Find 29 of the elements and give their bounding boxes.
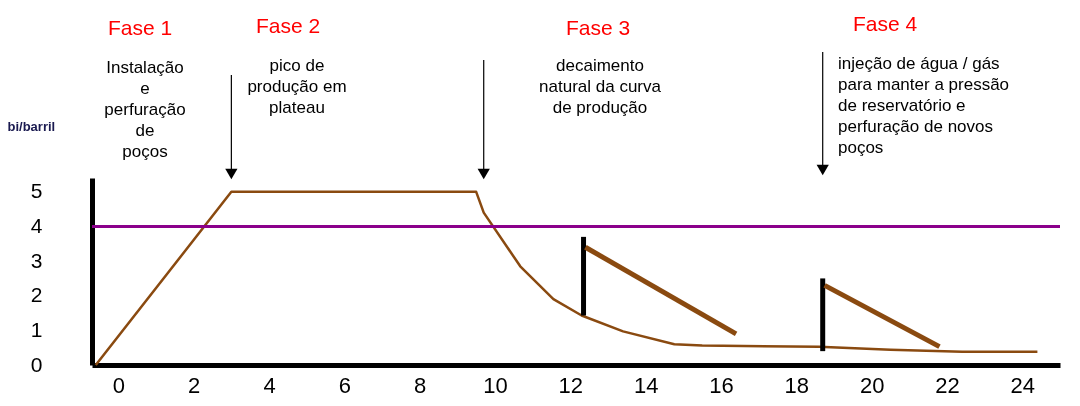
y-tick-label: 5 [30, 179, 43, 203]
y-tick-label: 1 [30, 317, 43, 341]
y-tick-label: 2 [30, 283, 43, 307]
y-axis-title: bi/barril [7, 118, 56, 134]
y-tick-label: 0 [30, 352, 43, 376]
text: Fase 3 [565, 16, 631, 39]
text: Instalação e perfuração de poços [104, 58, 186, 161]
x-tick-label: 20 [859, 372, 885, 398]
x-tick-label: 22 [935, 372, 960, 398]
x-tick-label: 0 [112, 372, 125, 398]
x-tick-label: 16 [709, 372, 734, 398]
text: Fase 1 [107, 16, 173, 39]
x-tick-label: 10 [483, 372, 508, 398]
x-tick-label: 24 [1010, 372, 1036, 398]
x-tick-label: 12 [558, 372, 584, 398]
text: Fase 4 [852, 12, 918, 35]
x-tick-label: 2 [188, 372, 201, 398]
text: pico de produção em plateau [247, 56, 347, 117]
text: injeção de água / gás para manter a pressão de reservatório e perfuração de novos poços [838, 54, 1010, 157]
text: Fase 2 [255, 14, 321, 37]
y-tick-label: 3 [30, 248, 43, 272]
x-tick-label: 6 [338, 372, 351, 398]
text: decaimento natural da curva de produção [539, 56, 662, 117]
x-tick-label: 8 [414, 372, 427, 398]
x-tick-label: 14 [633, 372, 659, 398]
x-tick-label: 4 [263, 372, 276, 398]
y-tick-label: 4 [30, 213, 43, 237]
x-tick-label: 18 [784, 372, 810, 398]
line-series [94, 190, 1039, 367]
